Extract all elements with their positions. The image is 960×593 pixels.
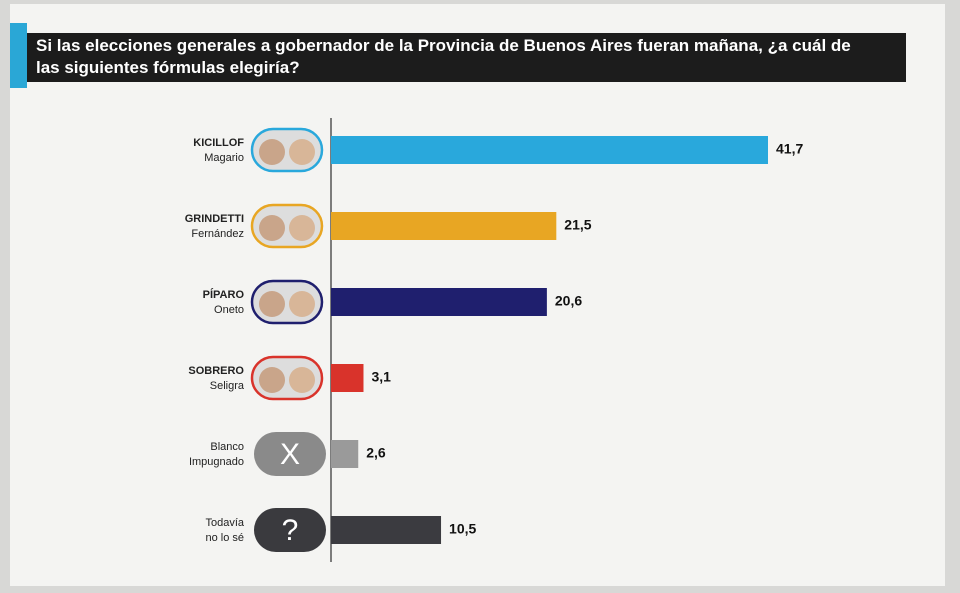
bar <box>331 288 547 316</box>
face <box>289 291 315 317</box>
bar <box>331 516 442 544</box>
face <box>289 215 315 241</box>
category-label: SOBRERO <box>188 365 244 377</box>
title-box <box>27 33 906 82</box>
face <box>259 215 285 241</box>
value-label: 2,6 <box>366 445 386 461</box>
accent <box>10 23 27 88</box>
icon-symbol: ? <box>282 514 299 547</box>
face <box>289 367 315 393</box>
chart-title: Si las elecciones generales a gobernador… <box>36 36 851 77</box>
category-label: Oneto <box>214 304 244 316</box>
face <box>259 367 285 393</box>
category-label: Magario <box>204 152 244 164</box>
category-label: PÍPARO <box>203 288 245 301</box>
bar <box>331 136 768 164</box>
bar <box>331 212 557 240</box>
icon-symbol: X <box>280 438 300 471</box>
category-label: no lo sé <box>205 532 244 544</box>
category-label: GRINDETTI <box>185 213 244 225</box>
value-label: 41,7 <box>776 141 803 157</box>
face <box>259 139 285 165</box>
icon <box>254 432 326 476</box>
bar <box>331 364 364 392</box>
category-label: Seligra <box>210 380 245 392</box>
bar <box>331 440 359 468</box>
category-label: Todavía <box>205 517 244 529</box>
value-label: 10,5 <box>449 521 476 537</box>
face <box>259 291 285 317</box>
value-label: 20,6 <box>555 293 582 309</box>
category-label: KICILLOF <box>193 137 244 149</box>
category-label: Impugnado <box>189 456 244 468</box>
icon <box>254 508 326 552</box>
category-label: Blanco <box>210 441 244 453</box>
category-label: Fernández <box>191 228 244 240</box>
face <box>289 139 315 165</box>
value-label: 21,5 <box>564 217 591 233</box>
value-label: 3,1 <box>371 369 391 385</box>
